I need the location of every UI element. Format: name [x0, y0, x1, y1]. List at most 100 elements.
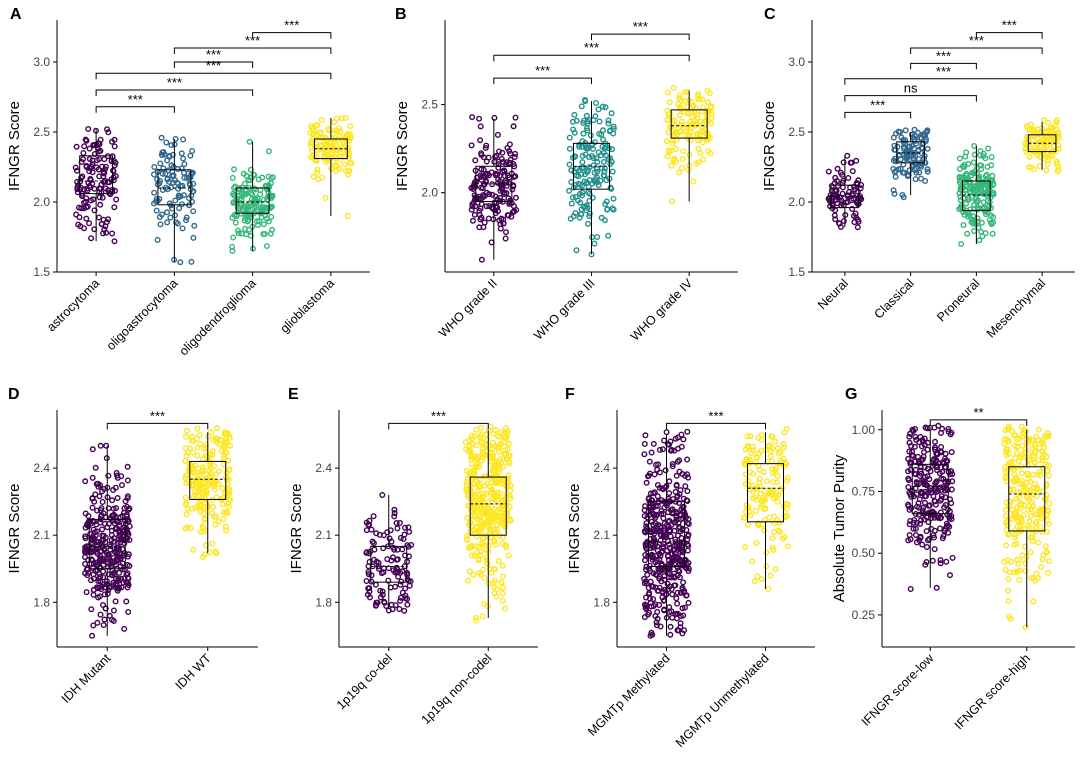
- bracket-line: [95, 89, 254, 96]
- data-point: [99, 488, 106, 495]
- data-point: [157, 221, 164, 228]
- data-point: [1022, 568, 1029, 575]
- data-point: [907, 459, 914, 466]
- data-point: [918, 490, 925, 497]
- data-point: [751, 578, 758, 585]
- data-point: [109, 550, 116, 557]
- data-point: [480, 490, 487, 497]
- y-axis-label: IFNGR Score: [394, 101, 411, 191]
- data-point: [948, 513, 955, 520]
- data-point: [985, 145, 992, 152]
- data-point: [976, 162, 983, 169]
- data-point: [680, 539, 687, 546]
- data-point: [1018, 501, 1025, 508]
- data-point: [1038, 564, 1045, 571]
- data-point: [190, 481, 197, 488]
- data-point: [965, 213, 972, 220]
- panel-c: C IFNGR Score 1.5 2.0 2.5 3.0 Neural Classical P…: [761, 6, 1075, 341]
- significance-label: ***: [206, 47, 221, 62]
- data-point: [919, 437, 926, 444]
- data-point: [123, 535, 130, 542]
- data-point: [246, 138, 253, 145]
- data-point: [183, 214, 190, 221]
- data-point: [368, 578, 375, 585]
- data-point: [643, 479, 650, 486]
- data-point: [913, 520, 920, 527]
- data-point: [84, 566, 91, 573]
- data-point: [608, 110, 615, 117]
- data-point: [493, 509, 500, 516]
- data-point: [85, 125, 92, 132]
- data-point: [925, 510, 932, 517]
- data-point: [379, 492, 386, 499]
- points-proneural: [956, 142, 997, 247]
- data-point: [160, 165, 167, 172]
- data-point: [937, 509, 944, 516]
- data-point: [174, 165, 181, 172]
- data-point: [836, 220, 843, 227]
- data-point: [478, 214, 485, 221]
- data-point: [957, 197, 964, 204]
- data-point: [583, 125, 590, 132]
- data-point: [260, 230, 267, 237]
- data-point: [194, 444, 201, 451]
- data-point: [483, 491, 490, 498]
- data-point: [98, 547, 105, 554]
- data-point: [81, 143, 88, 150]
- data-point: [104, 590, 111, 597]
- data-point: [463, 467, 470, 474]
- data-point: [649, 497, 656, 504]
- data-point: [197, 503, 204, 510]
- data-point: [100, 168, 107, 175]
- data-point: [1007, 459, 1014, 466]
- data-point: [509, 186, 516, 193]
- data-point: [494, 458, 501, 465]
- data-point: [912, 525, 919, 532]
- data-point: [669, 463, 676, 470]
- data-point: [916, 511, 923, 518]
- data-point: [646, 503, 653, 510]
- data-point: [642, 557, 649, 564]
- data-point: [919, 456, 926, 463]
- significance-label: ***: [708, 408, 723, 423]
- data-point: [1011, 466, 1018, 473]
- data-point: [604, 206, 611, 213]
- data-point: [673, 482, 680, 489]
- data-point: [225, 457, 232, 464]
- box: [79, 155, 114, 195]
- points-mgmtp-methylated: [641, 428, 692, 639]
- bracket-line: [173, 47, 332, 54]
- data-point: [923, 544, 930, 551]
- data-point: [472, 442, 479, 449]
- data-point: [669, 461, 676, 468]
- data-point: [182, 433, 189, 440]
- data-point: [314, 169, 321, 176]
- data-point: [479, 444, 486, 451]
- data-point: [92, 546, 99, 553]
- data-point: [371, 546, 378, 553]
- panel-e: E IFNGR Score 1.8 2.1 2.4 1p19q co-del 1p19q n…: [288, 386, 538, 727]
- data-point: [235, 230, 242, 237]
- data-point: [675, 567, 682, 574]
- data-point: [211, 463, 218, 470]
- data-point: [847, 159, 854, 166]
- data-point: [784, 543, 791, 550]
- data-point: [1042, 543, 1049, 550]
- data-point: [506, 458, 513, 465]
- data-point: [681, 89, 688, 96]
- data-point: [987, 194, 994, 201]
- data-point: [970, 159, 977, 166]
- data-point: [505, 552, 512, 559]
- data-point: [1015, 458, 1022, 465]
- data-point: [88, 606, 95, 613]
- data-point: [153, 195, 160, 202]
- data-point: [116, 533, 123, 540]
- data-point: [673, 615, 680, 622]
- y-tick-label: 2.4: [593, 461, 610, 475]
- data-point: [901, 169, 908, 176]
- data-point: [890, 187, 897, 194]
- data-point: [673, 595, 680, 602]
- data-point: [188, 433, 195, 440]
- data-point: [646, 589, 653, 596]
- data-point: [377, 587, 384, 594]
